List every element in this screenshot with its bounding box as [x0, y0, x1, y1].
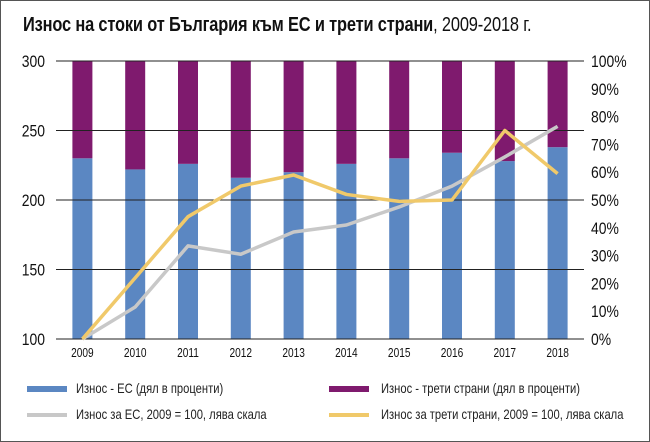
title-bold: Износ на стоки от България към ЕС и трет… — [23, 14, 434, 36]
chart-title: Износ на стоки от България към ЕС и трет… — [23, 14, 532, 37]
right-axis-tick-label: 20% — [591, 275, 619, 294]
bar-eu-share — [230, 177, 251, 339]
x-axis-tick-label: 2017 — [494, 346, 517, 360]
bar-eu-share — [178, 163, 198, 339]
x-axis-tick-label: 2015 — [388, 346, 411, 360]
bar-third-share — [547, 61, 568, 148]
legend-swatch-third-index — [329, 413, 369, 417]
bar-eu-share — [125, 169, 146, 339]
x-axis-tick-label: 2012 — [230, 346, 253, 360]
x-axis-tick-label: 2014 — [335, 346, 358, 360]
bar-third-share — [230, 61, 251, 178]
legend-swatch-third-share — [329, 386, 369, 392]
line-eu-index — [81, 124, 559, 341]
right-axis-tick-label: 80% — [591, 108, 619, 127]
legend-label-third-index: Износ за трети страни, 2009 = 100, лява … — [381, 406, 624, 422]
legend-swatch-eu-index — [27, 413, 67, 417]
bar-third-share — [283, 61, 304, 173]
x-axis-tick-label: 2009 — [71, 346, 94, 360]
bar-third-share — [72, 61, 93, 159]
legend-label-eu-share: Износ - ЕС (дял в проценти) — [76, 380, 224, 396]
bar-third-share — [494, 61, 515, 162]
bar-third-share — [389, 61, 410, 159]
x-axis-tick-label: 2011 — [177, 346, 199, 360]
right-axis-tick-label: 60% — [591, 164, 619, 183]
legend-label-eu-index: Износ за ЕС, 2009 = 100, лява скала — [76, 406, 267, 422]
left-axis-tick-label: 100 — [22, 331, 46, 350]
bar-eu-share — [494, 161, 515, 339]
right-axis-tick-label: 50% — [591, 192, 619, 211]
bar-third-share — [442, 61, 462, 153]
right-axis-tick-label: 30% — [591, 247, 619, 266]
legend-label-third-share: Износ - трети страни (дял в проценти) — [381, 380, 580, 396]
x-axis-tick-label: 2010 — [124, 346, 147, 360]
line-third-index — [81, 128, 559, 341]
bar-eu-share — [72, 158, 93, 339]
right-axis-tick-label: 40% — [591, 220, 619, 239]
bar-eu-share — [283, 172, 304, 339]
right-axis-tick-label: 100% — [591, 53, 627, 72]
right-axis-tick-label: 0% — [591, 331, 611, 350]
bar-third-share — [178, 61, 198, 164]
bar-eu-share — [547, 147, 568, 339]
right-axis-tick-label: 10% — [591, 303, 619, 322]
title-rest: , 2009-2018 г. — [433, 14, 532, 36]
x-axis-tick-label: 2016 — [441, 346, 464, 360]
left-axis-tick-label: 200 — [22, 192, 46, 211]
left-axis-tick-label: 250 — [22, 122, 46, 141]
bar-eu-share — [389, 158, 410, 339]
bar-third-share — [125, 61, 146, 170]
x-axis-tick-label: 2013 — [282, 346, 305, 360]
left-axis-tick-label: 150 — [22, 261, 46, 280]
bar-eu-share — [336, 163, 357, 339]
right-axis-tick-label: 90% — [591, 81, 619, 100]
right-axis-tick-label: 70% — [591, 136, 619, 155]
bar-third-share — [336, 61, 357, 164]
left-axis-tick-label: 300 — [22, 53, 46, 72]
legend-swatch-eu-share — [27, 386, 67, 392]
x-axis-tick-label: 2018 — [546, 346, 569, 360]
